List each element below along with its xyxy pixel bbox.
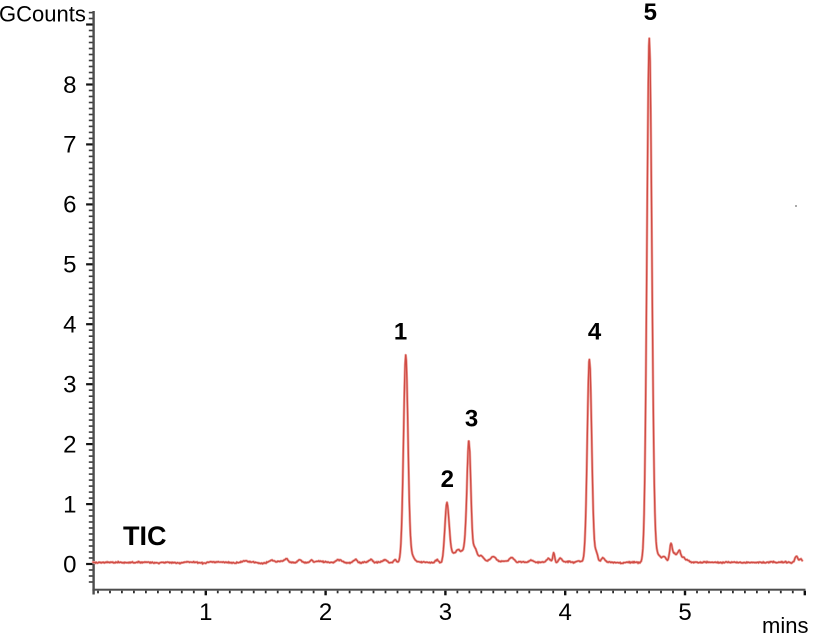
svg-text:2: 2	[441, 466, 454, 493]
svg-text:7: 7	[63, 132, 76, 159]
svg-text:1: 1	[63, 491, 76, 518]
svg-text:1: 1	[394, 319, 407, 346]
svg-text:4: 4	[588, 319, 602, 346]
svg-text:2: 2	[63, 431, 76, 458]
svg-text:1: 1	[199, 599, 212, 626]
svg-text:4: 4	[63, 312, 76, 339]
svg-text:8: 8	[63, 72, 76, 99]
svg-text:3: 3	[439, 599, 452, 626]
svg-text:3: 3	[465, 405, 478, 432]
svg-text:3: 3	[63, 372, 76, 399]
svg-text:2: 2	[319, 599, 332, 626]
svg-text:5: 5	[644, 0, 657, 26]
svg-text:GCounts: GCounts	[0, 2, 86, 27]
svg-text:mins: mins	[762, 613, 808, 637]
svg-text:5: 5	[63, 252, 76, 279]
svg-text:TIC: TIC	[123, 521, 167, 551]
svg-text:5: 5	[678, 599, 691, 626]
svg-text:4: 4	[559, 599, 572, 626]
svg-text:0: 0	[63, 551, 76, 578]
svg-text:6: 6	[63, 192, 76, 219]
